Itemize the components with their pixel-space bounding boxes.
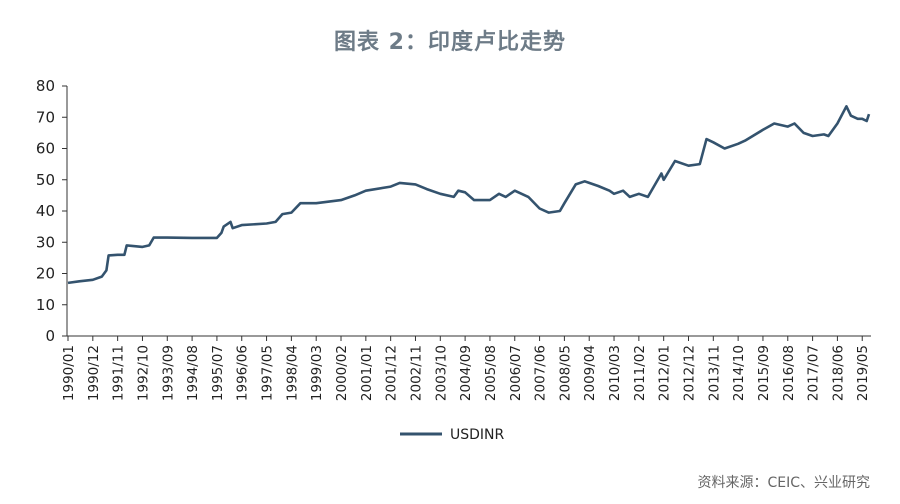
x-tick-label: 2003/10 [433,345,449,401]
series-line-usdinr [67,105,871,285]
legend: USDINR [400,427,505,443]
x-tick-label: 2016/08 [781,345,797,401]
x-tick-label: 2014/10 [731,345,747,401]
y-tick-label: 50 [36,171,55,189]
series [67,105,871,285]
x-axis: 1990/01 1990/12 1991/11 1992/10 1993/09 1994/… [61,335,871,401]
x-tick-label: 2001/01 [359,345,375,401]
x-tick-label: 1996/06 [235,345,251,401]
x-tick-label: 1990/01 [61,345,77,401]
x-tick-label: 2010/03 [607,345,623,401]
legend-label-usdinr: USDINR [450,427,505,443]
y-axis: 0 10 20 30 40 50 60 70 80 [36,77,68,345]
y-tick-label: 30 [36,233,55,251]
x-tick-label: 1991/11 [111,345,127,401]
source-note: 资料来源：CEIC、兴业研究 [697,475,870,491]
y-tick-label: 70 [36,108,55,126]
x-tick-label: 2004/09 [458,345,474,401]
x-tick-label: 2000/02 [334,345,350,401]
y-tick-label: 20 [36,265,55,283]
x-tick-label: 1997/05 [260,345,276,401]
x-tick-label: 2019/05 [855,345,871,401]
y-tick-label: 0 [45,327,55,345]
x-tick-label: 1995/07 [210,345,226,401]
x-tick-label: 2009/04 [582,345,598,401]
x-tick-label: 1992/10 [135,345,151,401]
y-tick-label: 10 [36,296,55,314]
x-tick-label: 2012/12 [681,345,697,401]
y-tick-label: 60 [36,140,55,158]
x-tick-label: 1994/08 [185,345,201,401]
x-tick-label: 2006/07 [508,345,524,401]
x-tick-label: 2008/05 [557,345,573,401]
x-tick-label: 1993/09 [160,345,176,401]
x-tick-label: 1998/04 [284,345,300,401]
x-tick-label: 2002/11 [408,345,424,401]
x-tick-label: 1990/12 [86,345,102,401]
x-tick-label: 2005/08 [483,345,499,401]
x-tick-label: 2015/09 [756,345,772,401]
x-tick-label: 2007/06 [533,345,549,401]
x-tick-label: 2011/02 [632,345,648,401]
x-tick-label: 2013/11 [706,345,722,401]
y-tick-label: 40 [36,202,55,220]
x-tick-label: 1999/03 [309,345,325,401]
chart-title: 图表 2：印度卢比走势 [334,30,566,55]
y-tick-label: 80 [36,77,55,95]
x-tick-label: 2001/12 [384,345,400,401]
x-tick-label: 2012/01 [657,345,673,401]
x-tick-label: 2018/06 [830,345,846,401]
x-tick-label: 2017/07 [806,345,822,401]
